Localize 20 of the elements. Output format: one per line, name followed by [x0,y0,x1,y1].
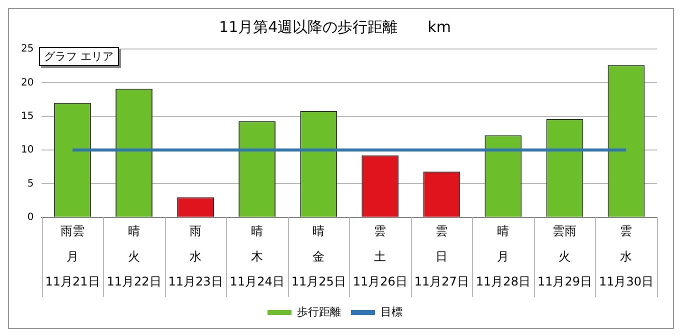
x-tick-label: 雲水11月30日 [598,224,654,289]
x-tick-label: 晴火11月22日 [106,224,162,289]
y-tick-label: 0 [27,212,34,223]
y-tick-label: 10 [20,144,34,156]
x-tick-label: 晴金11月25日 [291,224,346,289]
legend-label: 目標 [380,305,402,318]
y-tick-label: 15 [20,110,34,122]
x-tick-label: 晴月11月28日 [476,224,530,289]
y-tick-label: 5 [27,178,34,190]
y-tick-label: 20 [20,77,34,88]
annotation: グラフ エリア [39,47,118,66]
x-tick-label: 雲土11月26日 [352,224,408,289]
x-tick-label: 雨水11月23日 [168,224,223,289]
x-tick-label: 雲日11月27日 [414,224,469,289]
x-tick-label: 雲雨火11月29日 [537,224,592,289]
y-tick-label: 25 [20,44,34,55]
chart-title: 11月第4週以降の歩行距離 km [219,18,451,36]
x-tick-label: 雨雲月11月21日 [45,224,100,289]
x-tick-label: 晴木11月24日 [230,224,284,289]
legend-label: 歩行距離 [297,305,341,318]
